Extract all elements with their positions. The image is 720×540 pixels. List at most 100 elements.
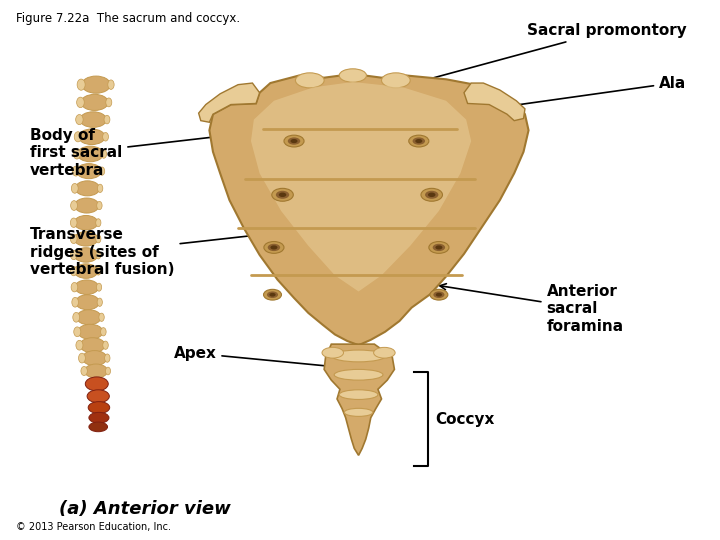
Ellipse shape xyxy=(339,390,378,400)
Ellipse shape xyxy=(77,310,101,325)
Ellipse shape xyxy=(89,422,107,431)
Ellipse shape xyxy=(436,245,442,249)
Text: Anterior
sacral
foramina: Anterior sacral foramina xyxy=(440,284,624,334)
Ellipse shape xyxy=(413,137,425,145)
Ellipse shape xyxy=(428,193,436,197)
Ellipse shape xyxy=(73,312,80,322)
Ellipse shape xyxy=(81,94,108,111)
Ellipse shape xyxy=(382,73,410,88)
Ellipse shape xyxy=(71,218,77,227)
Ellipse shape xyxy=(104,354,110,362)
Ellipse shape xyxy=(344,408,373,416)
Text: Body of
first sacral
vertebra: Body of first sacral vertebra xyxy=(30,127,276,178)
Ellipse shape xyxy=(279,193,287,197)
Ellipse shape xyxy=(271,245,277,249)
Ellipse shape xyxy=(433,292,444,298)
Ellipse shape xyxy=(374,347,395,358)
Ellipse shape xyxy=(284,135,304,147)
Ellipse shape xyxy=(78,353,86,363)
Polygon shape xyxy=(324,344,395,455)
Ellipse shape xyxy=(76,181,99,196)
Ellipse shape xyxy=(96,201,102,210)
Ellipse shape xyxy=(101,328,106,336)
Ellipse shape xyxy=(76,340,83,350)
Ellipse shape xyxy=(81,76,110,93)
Ellipse shape xyxy=(71,282,78,292)
Polygon shape xyxy=(199,83,260,122)
Ellipse shape xyxy=(295,73,324,88)
Ellipse shape xyxy=(103,132,109,141)
Ellipse shape xyxy=(73,149,81,159)
Ellipse shape xyxy=(103,341,108,349)
Ellipse shape xyxy=(76,295,99,310)
Ellipse shape xyxy=(71,201,78,211)
Ellipse shape xyxy=(80,112,107,127)
Ellipse shape xyxy=(78,129,105,145)
Ellipse shape xyxy=(269,293,276,296)
Ellipse shape xyxy=(96,235,101,243)
Text: Sacral promontory: Sacral promontory xyxy=(399,23,686,89)
Ellipse shape xyxy=(267,292,278,298)
Ellipse shape xyxy=(334,369,383,380)
Ellipse shape xyxy=(101,150,107,158)
Ellipse shape xyxy=(88,402,109,414)
Ellipse shape xyxy=(74,215,98,230)
Ellipse shape xyxy=(433,244,445,251)
Ellipse shape xyxy=(96,283,102,291)
Ellipse shape xyxy=(409,135,429,147)
Ellipse shape xyxy=(74,248,98,262)
Ellipse shape xyxy=(80,338,105,353)
Ellipse shape xyxy=(271,188,293,201)
Ellipse shape xyxy=(105,367,111,375)
Ellipse shape xyxy=(425,191,438,199)
Ellipse shape xyxy=(339,69,366,82)
Ellipse shape xyxy=(290,139,297,143)
Text: Coccyx: Coccyx xyxy=(436,412,495,427)
Ellipse shape xyxy=(71,184,78,193)
Ellipse shape xyxy=(89,413,109,423)
Ellipse shape xyxy=(430,289,448,300)
Ellipse shape xyxy=(96,267,101,275)
Text: (a) Anterior view: (a) Anterior view xyxy=(59,500,230,518)
Ellipse shape xyxy=(96,219,101,227)
Polygon shape xyxy=(464,83,525,120)
Text: Apex: Apex xyxy=(174,346,341,370)
Ellipse shape xyxy=(75,198,99,213)
Text: © 2013 Pearson Education, Inc.: © 2013 Pearson Education, Inc. xyxy=(16,522,171,532)
Ellipse shape xyxy=(76,97,84,107)
Ellipse shape xyxy=(288,137,300,145)
Ellipse shape xyxy=(276,191,289,199)
Ellipse shape xyxy=(71,250,77,260)
Ellipse shape xyxy=(73,327,81,336)
Ellipse shape xyxy=(82,350,107,366)
Ellipse shape xyxy=(78,146,103,162)
Ellipse shape xyxy=(78,324,103,339)
Ellipse shape xyxy=(97,298,102,306)
Ellipse shape xyxy=(99,313,104,321)
Ellipse shape xyxy=(415,139,423,143)
Ellipse shape xyxy=(87,390,109,403)
Ellipse shape xyxy=(71,266,77,276)
Ellipse shape xyxy=(96,251,101,259)
Ellipse shape xyxy=(74,232,98,246)
Ellipse shape xyxy=(84,364,107,378)
Ellipse shape xyxy=(268,244,280,251)
Ellipse shape xyxy=(322,347,343,358)
Ellipse shape xyxy=(72,166,79,176)
Ellipse shape xyxy=(85,377,108,391)
Ellipse shape xyxy=(72,298,78,307)
Polygon shape xyxy=(251,82,471,292)
Ellipse shape xyxy=(99,167,104,176)
Ellipse shape xyxy=(74,132,81,142)
Ellipse shape xyxy=(76,164,102,179)
Ellipse shape xyxy=(436,293,442,296)
Ellipse shape xyxy=(74,264,98,278)
Ellipse shape xyxy=(104,116,110,124)
Ellipse shape xyxy=(71,234,77,244)
Ellipse shape xyxy=(264,241,284,253)
Ellipse shape xyxy=(429,241,449,253)
Ellipse shape xyxy=(97,184,103,192)
Ellipse shape xyxy=(108,80,114,90)
Ellipse shape xyxy=(264,289,282,300)
Ellipse shape xyxy=(76,114,83,125)
